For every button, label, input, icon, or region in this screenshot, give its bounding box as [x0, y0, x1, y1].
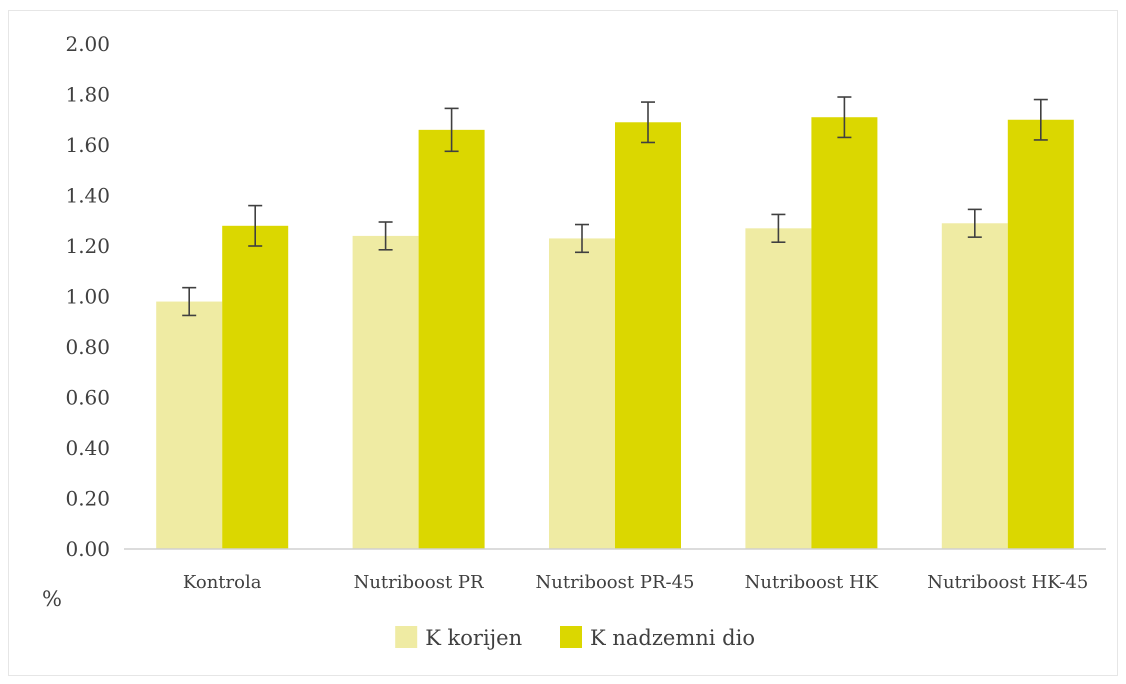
- error-bar: [641, 101, 655, 144]
- error-bar: [182, 286, 197, 317]
- y-tick-label: 1.20: [65, 234, 110, 258]
- error-bar: [248, 204, 263, 247]
- y-axis-ticks: 0.00 0.20 0.40 0.60 0.80 1.00 1.20 1.40 1.60 1.80…: [65, 32, 110, 561]
- x-tick-label: Nutriboost HK-45: [927, 572, 1088, 593]
- bar: [549, 238, 615, 550]
- x-tick-label: Nutriboost HK: [745, 572, 879, 593]
- y-axis-unit-label: %: [42, 587, 62, 611]
- y-tick-label: 0.40: [65, 436, 110, 460]
- legend-label: K nadzemni dio: [590, 626, 755, 650]
- y-tick-label: 0.20: [65, 487, 110, 511]
- x-tick-label: Nutriboost PR: [354, 572, 484, 593]
- bar: [941, 223, 1008, 549]
- bar: [418, 129, 485, 549]
- error-bar: [444, 107, 459, 153]
- y-tick-label: 1.00: [65, 285, 110, 309]
- error-bar: [378, 221, 393, 251]
- x-axis-labels: Kontrola Nutriboost PR Nutriboost PR-45 Nut…: [183, 572, 1088, 593]
- error-bars: [182, 96, 1048, 317]
- bar: [222, 225, 289, 550]
- bar: [156, 301, 223, 549]
- x-tick-label: Nutriboost PR-45: [536, 572, 695, 593]
- x-tick-label: Kontrola: [183, 572, 262, 593]
- bars: [156, 117, 1074, 550]
- bar: [615, 122, 681, 550]
- y-tick-label: 0.60: [65, 386, 110, 410]
- bar: [745, 228, 812, 549]
- error-bar: [575, 223, 589, 254]
- y-tick-label: 0.00: [65, 537, 110, 561]
- legend-swatch: [395, 626, 418, 648]
- legend-swatch: [560, 626, 582, 648]
- y-tick-label: 1.80: [65, 83, 110, 107]
- legend: K korijen K nadzemni dio: [395, 626, 755, 650]
- bar: [352, 235, 419, 549]
- legend-item: K nadzemni dio: [560, 626, 755, 650]
- y-tick-label: 0.80: [65, 335, 110, 359]
- error-bar: [1033, 98, 1048, 141]
- error-bar: [967, 208, 982, 238]
- error-bar: [771, 213, 786, 244]
- bar: [1007, 119, 1074, 549]
- legend-label: K korijen: [425, 626, 522, 650]
- y-tick-label: 2.00: [65, 32, 110, 56]
- y-tick-label: 1.40: [65, 184, 110, 208]
- bar: [811, 117, 878, 549]
- legend-item: K korijen: [395, 626, 522, 650]
- error-bar: [837, 96, 852, 139]
- y-tick-label: 1.60: [65, 133, 110, 157]
